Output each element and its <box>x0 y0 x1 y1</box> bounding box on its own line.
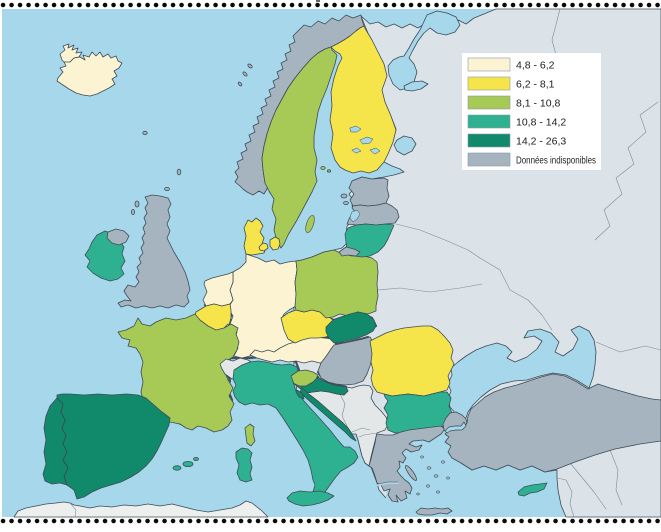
svg-text:Données indisponibles: Données indisponibles <box>516 155 596 167</box>
svg-text:4,8 - 6,2: 4,8 - 6,2 <box>516 60 555 72</box>
svg-text:14,2 - 26,3: 14,2 - 26,3 <box>516 136 566 148</box>
svg-text:10,8 - 14,2: 10,8 - 14,2 <box>516 117 566 129</box>
svg-text:6,2 - 8,1: 6,2 - 8,1 <box>516 79 555 91</box>
svg-text:8,1 - 10,8: 8,1 - 10,8 <box>516 98 561 110</box>
